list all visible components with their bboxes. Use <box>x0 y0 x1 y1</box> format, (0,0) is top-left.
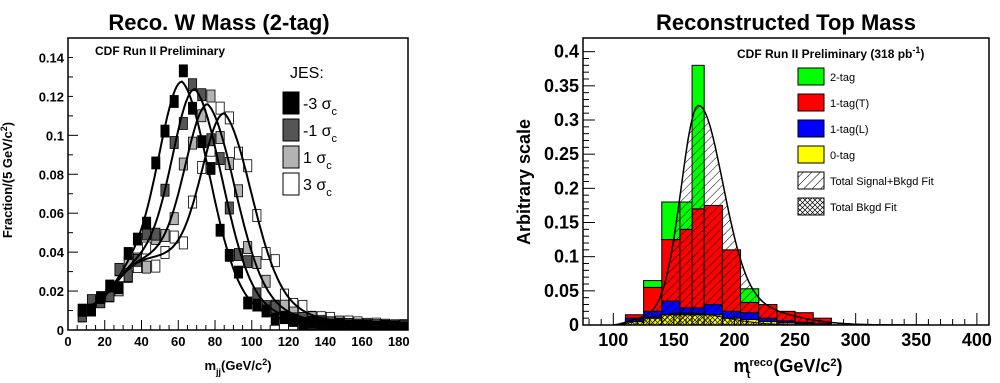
x-tick-label: 350 <box>901 330 931 350</box>
data-point <box>224 111 234 125</box>
fit-curve-1 <box>81 87 403 328</box>
y-tick-label: 0.04 <box>39 245 65 260</box>
w-mass-plot: Reco. W Mass (2-tag) CDF Run II Prelimin… <box>0 10 410 377</box>
data-point <box>96 291 106 304</box>
x-tick-label: 160 <box>351 334 373 349</box>
data-point <box>252 298 262 312</box>
legend-swatch <box>282 118 300 142</box>
y-axis-label: Fraction/(5 GeV/c2) <box>0 122 15 238</box>
legend-swatch <box>282 91 300 115</box>
x-tick-label: 100 <box>598 330 628 350</box>
histogram-2 <box>77 89 408 330</box>
y-tick-label: 0.35 <box>544 76 579 96</box>
y-tick-label: 0.25 <box>544 144 579 164</box>
legend-swatch <box>797 119 825 138</box>
x-tick-label: 140 <box>314 334 336 349</box>
legend-swatch <box>797 171 825 190</box>
y-axis-label: Arbitrary scale <box>514 119 534 245</box>
preliminary-label: CDF Run II Preliminary <box>95 44 225 58</box>
y-tick-label: 0 <box>569 315 579 335</box>
x-tick-label: 0 <box>64 334 71 349</box>
x-axis-label: mreco t (GeV/c2) <box>733 356 842 381</box>
y-tick-label: 0.3 <box>554 110 579 130</box>
legend-label: -1 σc <box>303 123 338 145</box>
data-point <box>178 64 188 78</box>
x-tick-label: 200 <box>719 330 749 350</box>
data-point <box>206 162 216 175</box>
legend: -3 σc -1 σc 1 σc 3 σc <box>282 91 338 199</box>
y-tick-label: 0.08 <box>39 167 64 182</box>
y-tick-label: 0.12 <box>39 89 64 104</box>
x-tick-label: 250 <box>780 330 810 350</box>
legend-swatch <box>797 145 825 164</box>
legend-label: 0-tag <box>830 150 855 162</box>
y-tick-label: 0.14 <box>39 50 65 65</box>
y-tick-label: 0.15 <box>544 213 579 233</box>
bar-2-tag <box>643 280 663 288</box>
x-tick-label: 20 <box>98 334 112 349</box>
data-point <box>77 303 87 317</box>
data-point <box>215 101 225 115</box>
legend-label: 1 σc <box>303 150 332 172</box>
x-tick-label: 150 <box>659 330 689 350</box>
legend-label: 1-tag(L) <box>830 124 869 136</box>
top-mass-plot: Reconstructed Top Mass 0 0.05 0.1 0.15 0.2 0.… <box>514 10 992 381</box>
y-tick-label: 0.1 <box>554 247 579 267</box>
w-mass-chart: Reco. W Mass (2-tag) CDF Run II Prelimin… <box>0 10 410 377</box>
y-tick-label: 0 <box>57 323 64 338</box>
data-point <box>206 89 216 103</box>
x-tick-label: 300 <box>841 330 871 350</box>
y-tick-label: 0.05 <box>544 281 579 301</box>
x-tick-label: 400 <box>962 330 992 350</box>
fit-curve-3 <box>81 112 403 328</box>
legend-title: JES: <box>290 65 324 82</box>
legend-swatch <box>797 67 825 86</box>
legend-label: -3 σc <box>303 96 338 118</box>
plot-frame <box>67 37 409 331</box>
data-point <box>114 262 124 276</box>
x-tick-label: 180 <box>388 334 410 349</box>
data-point <box>178 236 188 250</box>
top-mass-chart: Reconstructed Top Mass 0 0.05 0.1 0.15 0.2 0.… <box>500 0 1000 383</box>
data-point <box>169 230 179 244</box>
histogram-1 <box>77 78 408 330</box>
data-point <box>270 312 280 326</box>
chart-title: Reconstructed Top Mass <box>656 10 916 35</box>
preliminary-label: CDF Run II Preliminary (318 pb-1) <box>737 45 924 61</box>
legend-label: Total Signal+Bkgd Fit <box>830 176 934 188</box>
fit-curve-0 <box>81 80 403 329</box>
x-axis-label: mjj(GeV/c2) <box>204 357 271 377</box>
fit-curve-2 <box>81 103 403 328</box>
y-tick-label: 0.4 <box>554 42 579 62</box>
x-tick-label: 100 <box>241 334 263 349</box>
data-point <box>234 184 243 198</box>
legend-swatch <box>282 145 300 169</box>
legend-swatch <box>797 197 825 216</box>
y-tick-label: 0.2 <box>554 178 579 198</box>
chart-title: Reco. W Mass (2-tag) <box>108 10 329 35</box>
legend: 2-tag 1-tag(T) 1-tag(L) 0-tag Total Signal+B… <box>797 67 934 216</box>
legend-swatch <box>797 93 825 112</box>
histogram-0 <box>77 64 408 330</box>
data-point <box>169 95 179 108</box>
data-point <box>114 281 124 295</box>
legend-label: 1-tag(T) <box>830 98 869 110</box>
data-point <box>151 259 161 273</box>
y-tick-label: 0.02 <box>39 284 64 299</box>
y-tick-label: 0.06 <box>39 206 64 221</box>
x-tick-label: 60 <box>171 334 185 349</box>
legend-label: Total Bkgd Fit <box>830 202 897 214</box>
legend-label: 3 σc <box>303 177 332 199</box>
data-point <box>142 260 152 274</box>
data-point <box>215 152 225 165</box>
x-tick-label: 40 <box>134 334 148 349</box>
x-tick-label: 120 <box>278 334 300 349</box>
legend-swatch <box>282 172 300 196</box>
x-tick-label: 80 <box>208 334 222 349</box>
legend-label: 2-tag <box>830 72 855 84</box>
y-tick-label: 0.1 <box>46 128 64 143</box>
